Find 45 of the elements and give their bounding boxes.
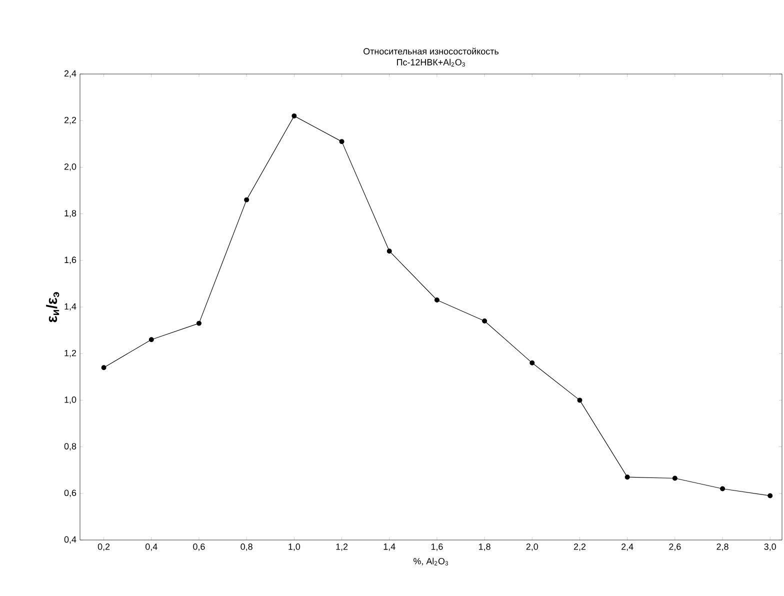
x-tick-label: 1,0 xyxy=(288,544,300,551)
chart-title: Относительная износостойкость xyxy=(364,48,499,54)
point xyxy=(101,365,106,370)
x-tick-label: 2,4 xyxy=(622,544,634,551)
x-tick-label: 2,8 xyxy=(716,544,728,551)
point xyxy=(292,113,297,118)
x-tick-label: 0,6 xyxy=(193,544,205,551)
y-tick-label: 1,4 xyxy=(64,303,76,311)
x-tick-label: 2,6 xyxy=(669,544,681,551)
y-tick-label: 0,6 xyxy=(64,490,76,498)
x-tick-label: 2,0 xyxy=(526,544,538,551)
x-tick-label: 0,2 xyxy=(98,544,110,551)
point xyxy=(339,139,344,144)
x-tick-label: 0,4 xyxy=(146,544,158,551)
x-tick-label: 2,2 xyxy=(574,544,586,551)
point xyxy=(624,474,630,480)
point xyxy=(386,248,392,254)
point xyxy=(148,337,154,342)
point xyxy=(577,398,582,403)
x-axis-title: %, Al$_{2}$O$_{3}$ xyxy=(414,558,448,566)
y-tick-label: 1,2 xyxy=(64,350,76,358)
chart-subtitle: Пс-12НВК+Al$_{2}$O$_{3}$ xyxy=(397,58,465,66)
y-tick-label: 1,6 xyxy=(64,256,76,264)
y-tick-label: 2,2 xyxy=(64,116,76,124)
point xyxy=(196,320,202,326)
point xyxy=(720,486,726,492)
y-tick-label: 2,0 xyxy=(64,163,76,171)
y-tick-label: 1,8 xyxy=(64,210,76,218)
point xyxy=(768,493,773,498)
x-tick-label: 1,8 xyxy=(479,544,490,551)
point xyxy=(434,298,440,302)
y-tick-label: 2,4 xyxy=(64,70,76,78)
point xyxy=(482,318,488,324)
y-tick-label: 0,4 xyxy=(64,536,76,544)
x-tick-label: 1,4 xyxy=(384,544,396,551)
point xyxy=(672,476,678,481)
y-axis-title: ε$_{и}$/ε$_{э}$ xyxy=(46,292,60,322)
x-tick-label: 3,0 xyxy=(764,544,776,551)
y-tick-label: 1,0 xyxy=(64,396,76,404)
y-tick-label: 0,8 xyxy=(64,443,76,450)
x-tick-label: 1,6 xyxy=(431,544,443,551)
x-tick-label: 0,8 xyxy=(240,544,252,551)
x-tick-label: 1,2 xyxy=(336,544,348,551)
point xyxy=(244,197,250,202)
point xyxy=(530,360,535,366)
